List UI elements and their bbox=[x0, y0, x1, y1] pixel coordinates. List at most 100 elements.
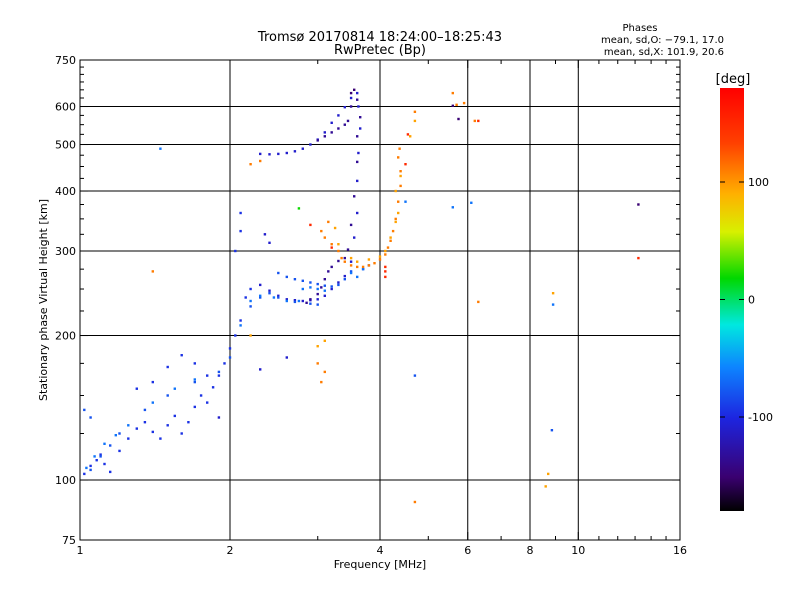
data-point bbox=[127, 424, 130, 427]
data-point bbox=[293, 299, 297, 302]
x-tick-label: 10 bbox=[571, 544, 585, 557]
data-point bbox=[114, 434, 117, 437]
data-point bbox=[89, 464, 92, 468]
data-point bbox=[389, 236, 392, 239]
data-point bbox=[151, 401, 154, 404]
data-point bbox=[353, 88, 356, 91]
data-point bbox=[85, 466, 88, 470]
data-point bbox=[309, 286, 312, 289]
data-point bbox=[353, 195, 356, 198]
data-point bbox=[404, 163, 407, 166]
data-point bbox=[259, 283, 262, 287]
y-tick-label: 750 bbox=[55, 54, 76, 67]
data-point bbox=[477, 119, 480, 123]
data-point bbox=[277, 294, 280, 297]
data-point bbox=[333, 226, 337, 230]
data-point bbox=[239, 319, 242, 322]
data-point bbox=[361, 267, 365, 271]
data-point bbox=[103, 442, 106, 445]
data-point bbox=[323, 339, 326, 342]
data-point bbox=[239, 324, 242, 327]
data-point bbox=[473, 119, 476, 123]
data-point bbox=[173, 387, 176, 390]
data-point bbox=[320, 229, 323, 233]
data-point bbox=[343, 278, 346, 281]
data-point bbox=[118, 449, 121, 453]
data-point bbox=[316, 139, 319, 142]
data-point bbox=[151, 430, 154, 434]
data-point bbox=[413, 110, 417, 113]
data-point bbox=[305, 301, 308, 304]
data-point bbox=[297, 299, 301, 303]
data-point bbox=[259, 294, 262, 297]
stats-header: Phases bbox=[622, 23, 657, 34]
y-axis-label: Stationary phase Virtual Height [km] bbox=[37, 199, 50, 401]
data-point bbox=[349, 96, 353, 100]
data-point bbox=[259, 159, 262, 163]
data-point bbox=[316, 282, 319, 286]
data-point bbox=[323, 294, 326, 297]
data-point bbox=[397, 156, 400, 159]
data-point bbox=[217, 416, 221, 419]
data-point bbox=[277, 271, 280, 275]
data-point bbox=[337, 249, 340, 253]
data-point bbox=[343, 106, 346, 109]
data-point bbox=[249, 305, 252, 308]
data-point bbox=[356, 179, 359, 183]
data-point bbox=[404, 200, 407, 203]
data-point bbox=[551, 292, 555, 295]
data-point bbox=[187, 421, 190, 424]
data-point bbox=[234, 334, 237, 337]
data-point bbox=[316, 298, 319, 301]
data-point bbox=[320, 380, 323, 384]
data-point bbox=[309, 143, 312, 146]
data-point bbox=[272, 296, 276, 299]
data-point bbox=[343, 256, 346, 260]
y-tick-label: 400 bbox=[55, 185, 76, 198]
data-point bbox=[378, 258, 382, 261]
data-point bbox=[337, 114, 340, 117]
data-point bbox=[330, 285, 333, 288]
data-point bbox=[127, 437, 130, 440]
data-point bbox=[343, 123, 346, 126]
data-point bbox=[135, 387, 138, 390]
data-point bbox=[330, 131, 333, 134]
data-point bbox=[93, 455, 96, 458]
data-point bbox=[309, 302, 312, 305]
data-point bbox=[462, 101, 466, 105]
data-point bbox=[323, 289, 326, 292]
data-point bbox=[109, 470, 112, 474]
data-point bbox=[323, 370, 326, 374]
data-point bbox=[297, 207, 301, 210]
data-point bbox=[316, 362, 319, 365]
data-point bbox=[394, 217, 397, 221]
data-point bbox=[367, 258, 371, 261]
data-point bbox=[309, 281, 312, 284]
data-point bbox=[316, 303, 319, 306]
data-point bbox=[356, 211, 359, 215]
x-axis-label: Frequency [MHz] bbox=[334, 558, 426, 571]
data-point bbox=[99, 453, 102, 456]
data-point bbox=[323, 236, 326, 239]
data-point bbox=[193, 405, 196, 409]
data-point bbox=[547, 472, 550, 476]
data-point bbox=[293, 278, 297, 281]
data-point bbox=[451, 104, 454, 107]
data-point bbox=[193, 362, 196, 365]
data-point bbox=[301, 279, 304, 282]
data-point bbox=[239, 211, 242, 215]
data-point bbox=[356, 91, 359, 95]
data-point bbox=[451, 91, 454, 95]
data-point bbox=[323, 135, 326, 138]
data-point bbox=[320, 286, 323, 289]
data-point bbox=[89, 416, 92, 419]
y-tick-label: 100 bbox=[55, 474, 76, 487]
data-point bbox=[330, 287, 333, 291]
data-point bbox=[309, 298, 312, 301]
data-point bbox=[413, 500, 417, 504]
data-point bbox=[399, 184, 402, 188]
data-point bbox=[109, 444, 112, 447]
data-point bbox=[206, 374, 209, 377]
data-point bbox=[285, 298, 288, 301]
